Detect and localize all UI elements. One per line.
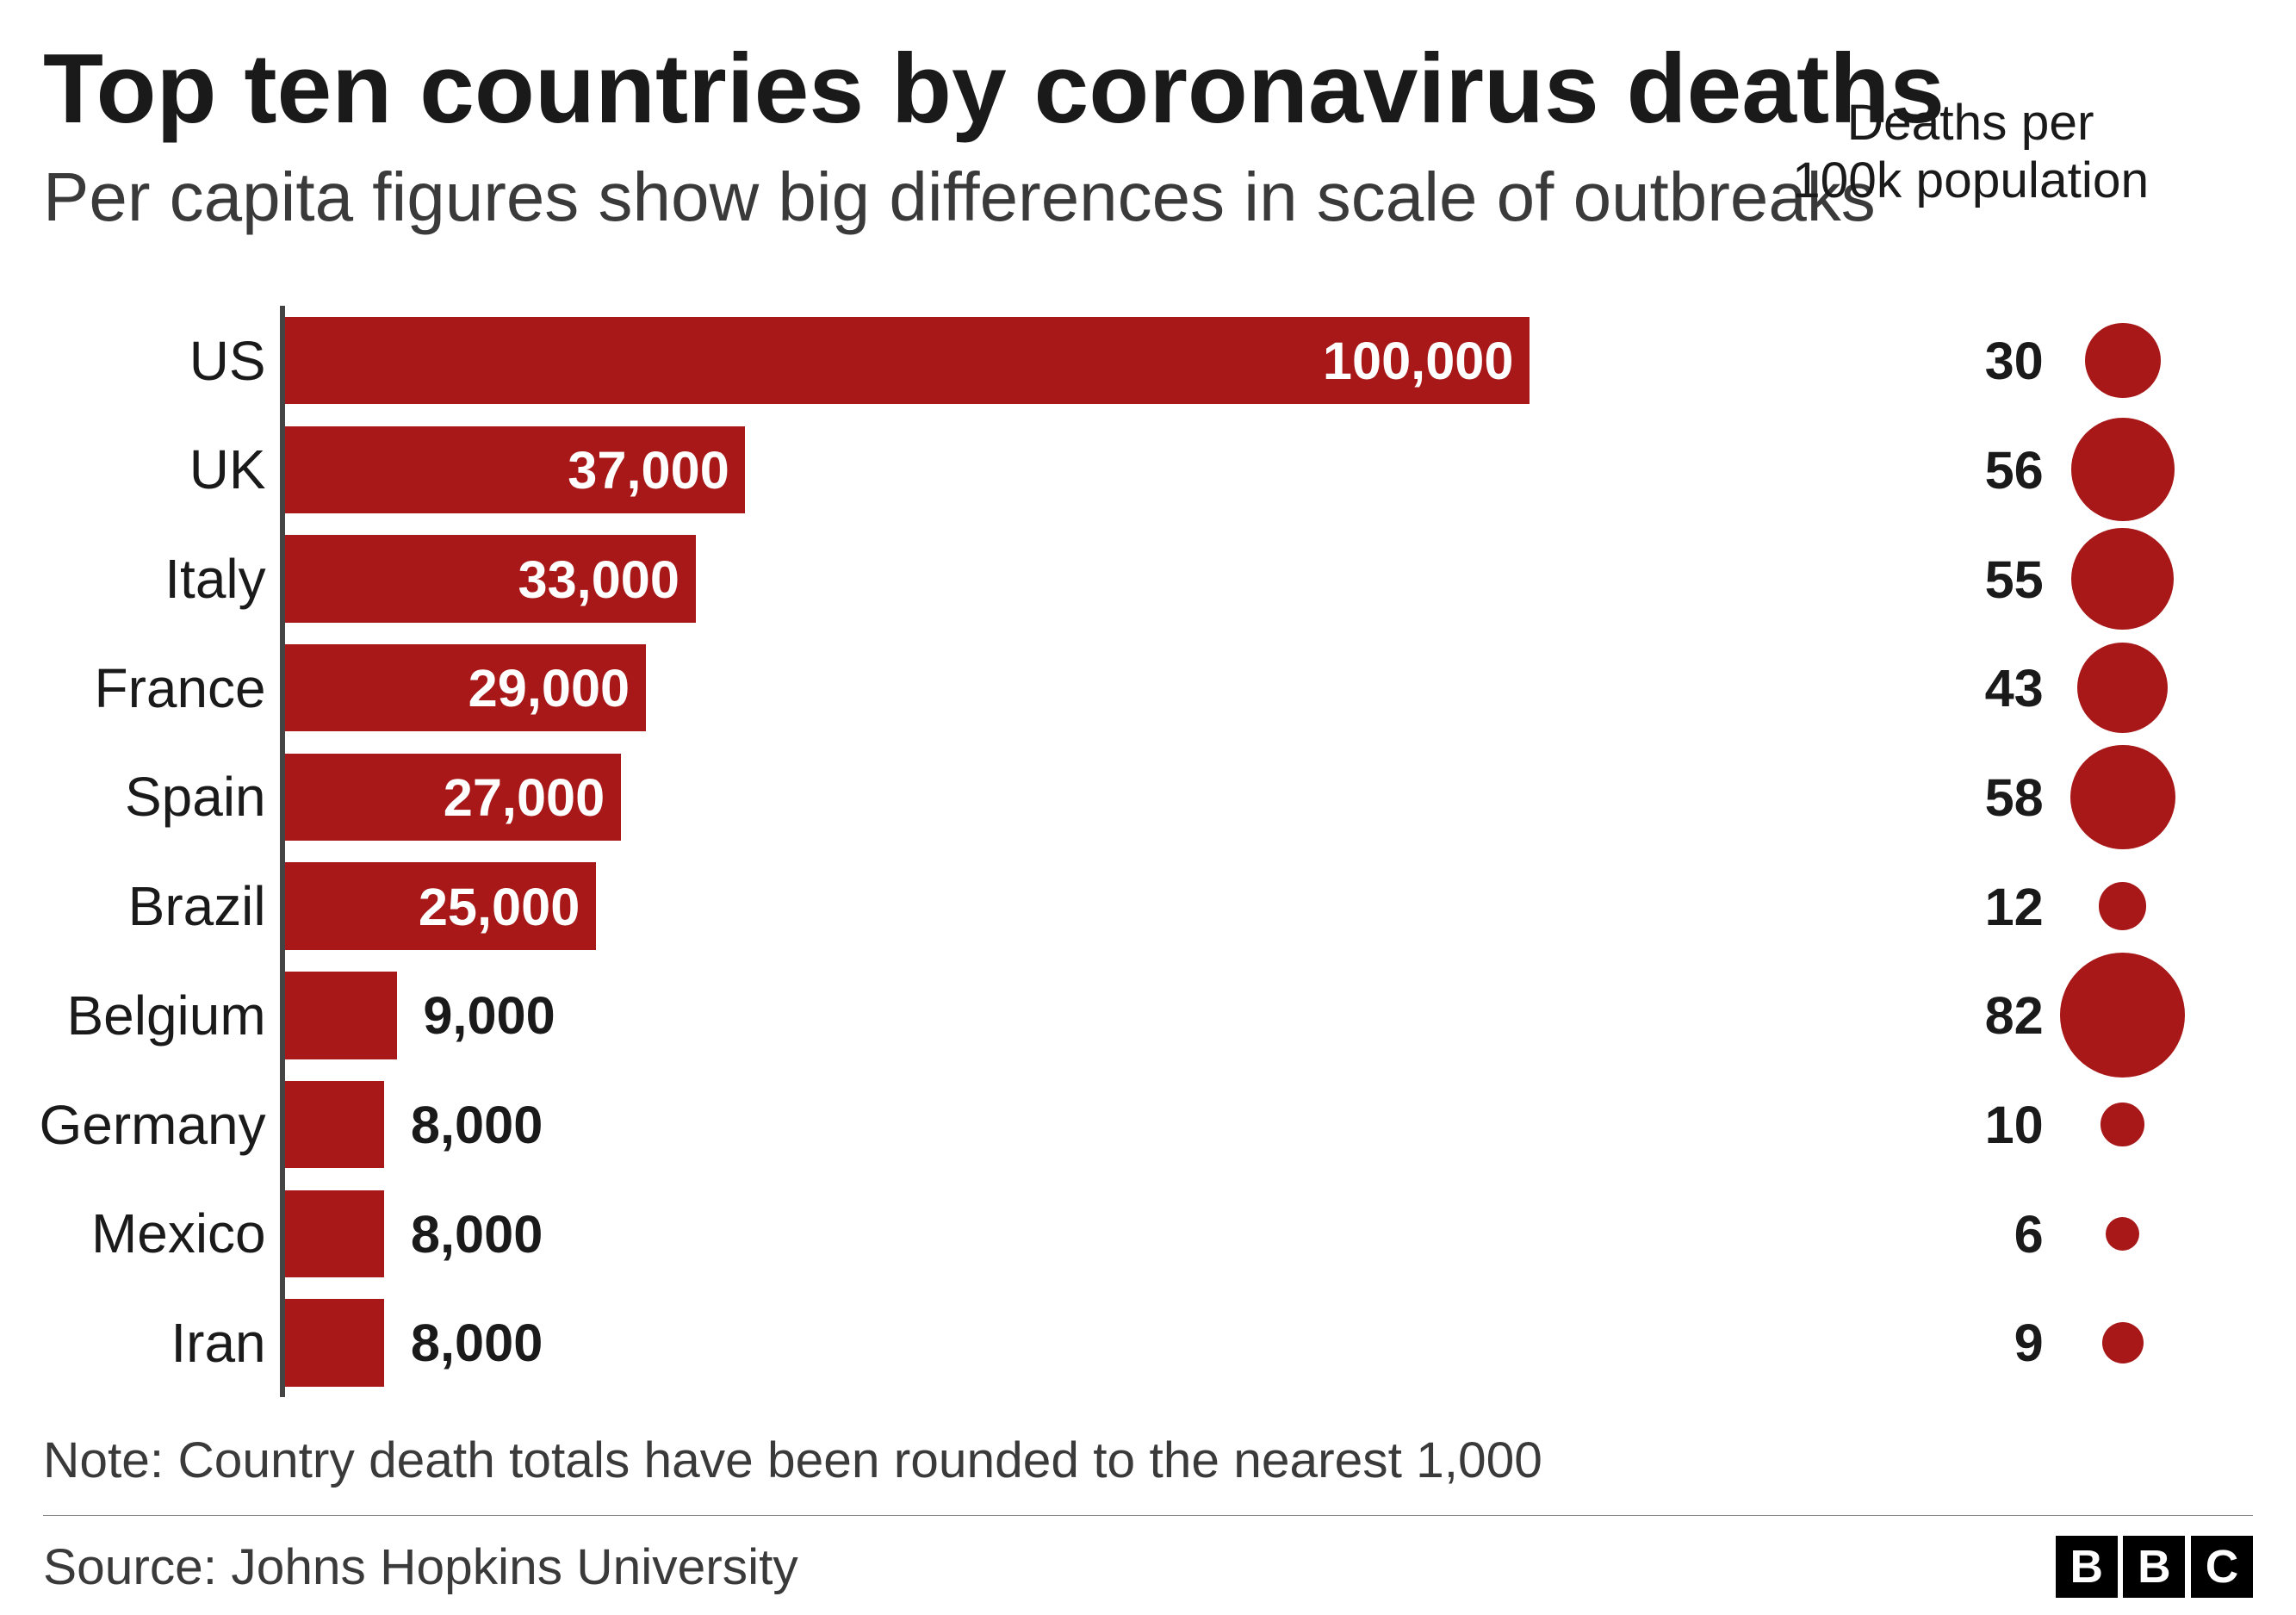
per-capita-dot [2106, 1217, 2139, 1251]
bbc-logo-letter: B [2056, 1536, 2118, 1598]
per-capita-dot [2099, 882, 2146, 929]
bars-region: US UK Italy France Spain Brazil Belgium Germany… [43, 306, 1732, 1397]
country-label: Spain [125, 765, 266, 829]
country-label: Germany [40, 1093, 266, 1157]
per-capita-dot-cell [2059, 953, 2186, 1078]
bar-value: 8,000 [411, 1094, 543, 1155]
bar-row: 100,000 [285, 317, 1733, 404]
per-capita-row: 56 [1732, 426, 2208, 513]
bar-row: 27,000 [285, 754, 1733, 841]
bar-row: 25,000 [285, 862, 1733, 949]
bar-value: 37,000 [568, 439, 729, 500]
per-capita-dot [2102, 1322, 2144, 1363]
bar-value: 25,000 [419, 876, 580, 937]
per-capita-dot-cell [2059, 1217, 2186, 1251]
bar-value: 33,000 [518, 549, 679, 610]
per-capita-dot [2077, 643, 2168, 733]
per-capita-value: 12 [1911, 876, 2043, 937]
bar: 29,000 [285, 644, 646, 731]
per-capita-dot-cell [2059, 1103, 2186, 1146]
country-label: US [189, 329, 266, 393]
bar-value: 8,000 [411, 1312, 543, 1373]
per-capita-dot-cell [2059, 882, 2186, 929]
bar-value: 8,000 [411, 1203, 543, 1264]
per-capita-value: 43 [1911, 657, 2043, 718]
country-label: France [95, 656, 266, 720]
per-capita-value: 56 [1911, 439, 2043, 500]
bar-row: 29,000 [285, 644, 1733, 731]
plot-area: US UK Italy France Spain Brazil Belgium Germany… [43, 306, 2253, 1397]
country-label: Brazil [128, 874, 266, 938]
per-capita-value: 55 [1911, 549, 2043, 610]
per-capita-dot-cell [2059, 1322, 2186, 1363]
per-capita-rows: 30 56 55 43 58 12 82 10 6 9 [1732, 306, 2208, 1397]
per-capita-dot [2060, 953, 2185, 1078]
bbc-logo-letter: C [2191, 1536, 2253, 1598]
per-capita-dot [2101, 1103, 2144, 1146]
per-capita-value: 30 [1911, 330, 2043, 391]
country-label: Iran [171, 1311, 265, 1375]
per-capita-region: Deaths per 100k population 3056554358128… [1732, 306, 2208, 1397]
bar: 100,000 [285, 317, 1530, 404]
per-capita-row: 58 [1732, 754, 2208, 841]
bar: 9,000 [285, 972, 397, 1059]
per-capita-row: 9 [1732, 1299, 2208, 1386]
per-capita-row: 43 [1732, 644, 2208, 731]
bar-row: 37,000 [285, 426, 1733, 513]
country-label: Belgium [67, 984, 266, 1047]
per-capita-dot [2071, 528, 2174, 630]
bbc-logo-letter: B [2123, 1536, 2185, 1598]
bar: 33,000 [285, 535, 696, 622]
bar: 37,000 [285, 426, 746, 513]
per-capita-row: 30 [1732, 317, 2208, 404]
bar-value: 29,000 [469, 657, 630, 718]
bar-value: 27,000 [444, 767, 605, 828]
bar-row: 33,000 [285, 535, 1733, 622]
per-capita-dot [2070, 745, 2175, 850]
per-capita-header: Deaths per 100k population [1732, 94, 2208, 210]
per-capita-header-line2: 100k population [1792, 152, 2149, 208]
chart-container: Top ten countries by coronavirus deaths … [0, 0, 2296, 1615]
per-capita-value: 9 [1911, 1312, 2043, 1373]
bar-row: 9,000 [285, 972, 1733, 1059]
bar: 27,000 [285, 754, 621, 841]
bar: 8,000 [285, 1081, 385, 1168]
bar-row: 8,000 [285, 1081, 1733, 1168]
per-capita-dot [2071, 418, 2175, 521]
per-capita-row: 82 [1732, 972, 2208, 1059]
per-capita-header-line1: Deaths per [1847, 95, 2094, 151]
per-capita-value: 10 [1911, 1094, 2043, 1155]
bar: 25,000 [285, 862, 596, 949]
per-capita-row: 10 [1732, 1081, 2208, 1168]
bar-value: 100,000 [1323, 330, 1514, 391]
bar-row: 8,000 [285, 1190, 1733, 1277]
bar: 8,000 [285, 1190, 385, 1277]
per-capita-row: 6 [1732, 1190, 2208, 1277]
chart-source: Source: Johns Hopkins University [43, 1538, 798, 1596]
per-capita-row: 55 [1732, 535, 2208, 622]
per-capita-value: 58 [1911, 767, 2043, 828]
per-capita-dot [2085, 323, 2161, 399]
per-capita-dot-cell [2059, 418, 2186, 521]
bar: 8,000 [285, 1299, 385, 1386]
bar-value: 9,000 [423, 985, 555, 1046]
per-capita-value: 6 [1911, 1203, 2043, 1264]
country-label: Italy [164, 547, 265, 611]
country-label: UK [189, 438, 266, 501]
footer-row: Source: Johns Hopkins University BBC [43, 1536, 2253, 1598]
chart-note: Note: Country death totals have been rou… [43, 1432, 2253, 1515]
bbc-logo: BBC [2056, 1536, 2253, 1598]
bar-row: 8,000 [285, 1299, 1733, 1386]
bars-column: 100,000 37,000 33,000 29,000 27,000 25,000 9,0… [280, 306, 1733, 1397]
per-capita-dot-cell [2059, 323, 2186, 399]
chart-footer: Note: Country death totals have been rou… [43, 1432, 2253, 1598]
per-capita-value: 82 [1911, 985, 2043, 1046]
per-capita-dot-cell [2059, 643, 2186, 733]
country-label: Mexico [91, 1202, 266, 1265]
per-capita-dot-cell [2059, 528, 2186, 630]
per-capita-dot-cell [2059, 745, 2186, 850]
y-axis-labels: US UK Italy France Spain Brazil Belgium Germany… [43, 306, 280, 1397]
per-capita-row: 12 [1732, 862, 2208, 949]
